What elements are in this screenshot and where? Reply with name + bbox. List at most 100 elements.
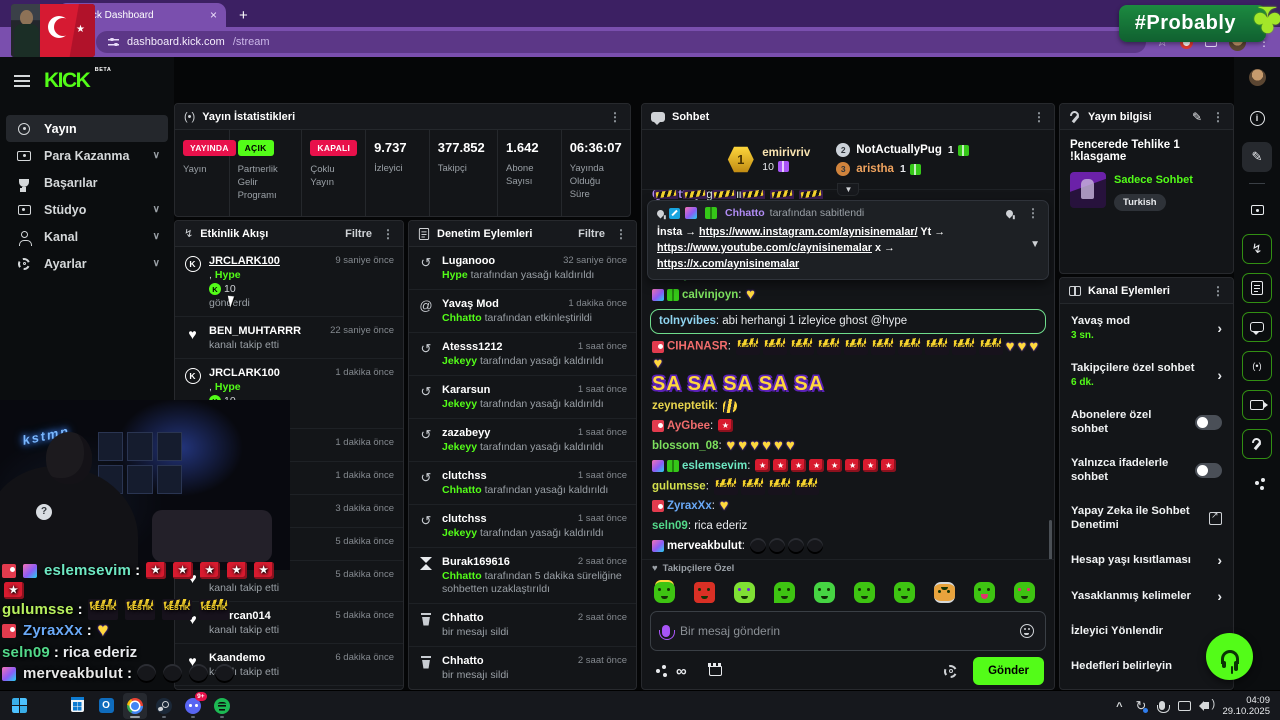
pinned-menu-icon[interactable]: ⋮ [1027,206,1039,220]
leaderboard-rank-1[interactable]: 1 emirivriv 10 [727,146,810,173]
network-tray-icon[interactable] [1178,700,1192,711]
category-thumbnail[interactable] [1070,172,1106,208]
new-tab-button[interactable]: + [239,7,248,24]
infinity-icon[interactable]: ∞ [676,662,687,680]
moderation-username[interactable]: Yavaş Mod [442,298,499,310]
moderation-item[interactable]: ↺ clutchss 1 saat önce Jekeyy tarafından ya… [409,505,636,548]
activity-menu-icon[interactable]: ⋮ [382,226,394,241]
gift-leaderboard[interactable]: 1 emirivriv 10 2 NotActuallyPug 1 3 aristha 1 ▼ [642,130,1054,196]
sidebar-item-ayarlar[interactable]: Ayarlar ∨ [6,250,168,277]
rage-emote[interactable] [694,581,715,603]
party-emote[interactable] [814,581,835,603]
sidebar-item-yayın[interactable]: Yayın [6,115,168,142]
taskbar-outlook-icon[interactable]: O [94,693,118,719]
chat-username[interactable]: CIHANASR [667,340,728,353]
emoji-picker-icon[interactable] [1020,624,1034,638]
chat-username[interactable]: calvinjoyn [682,289,739,302]
moderation-username[interactable]: Chhatto [442,655,484,667]
chat-message[interactable]: CIHANASR: KESTİK KESTİK KESTİK KESTİK KESTİK… [650,337,1046,397]
moderation-item[interactable]: @ Yavaş Mod 1 dakika önce Chhatto tarafında… [409,290,636,333]
chat-message[interactable]: tolnyvibes: abi herhangi 1 izleyice ghos… [650,308,1046,334]
toggle-switch[interactable] [1195,462,1222,478]
moderation-item[interactable]: ↺ Kararsun 1 saat önce Jekeyy tarafından ya… [409,376,636,419]
halo-emote[interactable] [654,581,675,603]
activity-item[interactable]: ♥ BEN_MUHTARRR 22 saniye önce kanalı takip … [175,317,403,359]
rail-notes-icon[interactable] [1242,273,1272,303]
activity-username[interactable]: Kaandemo [209,652,266,664]
sidebar-item-kanal[interactable]: Kanal ∨ [6,223,168,250]
rail-bolt-icon[interactable]: ↯ [1242,234,1272,264]
edit-stream-info-icon[interactable]: ✎ [1191,109,1202,124]
channel-action-i-zleyici-y-nlendir[interactable]: İzleyici Yönlendir [1060,614,1233,648]
activity-item[interactable]: ♥ 5 dakika önce kanalı takip etti [175,561,403,602]
site-settings-icon[interactable] [108,37,119,47]
chat-username[interactable]: gulumsse [652,480,706,493]
taskbar-store-icon[interactable] [65,693,89,719]
chat-username[interactable]: blossom_08 [652,439,719,452]
chat-message[interactable]: calvinjoyn: ♥ [650,286,1046,306]
rail-more-dots-icon[interactable] [1242,468,1272,498]
smile-emote[interactable] [854,581,875,603]
chat-message[interactable]: ZyraxXx: ♥ [650,497,1046,517]
language-tag[interactable]: Turkish [1114,194,1166,211]
chat-message[interactable]: AyGbee: ★ [650,416,1046,436]
shop-icon[interactable] [707,663,723,676]
rail-info-icon[interactable]: i [1242,103,1272,133]
moderation-item[interactable]: ↺ Luganooo 32 saniye önce Hype tarafından y… [409,247,636,290]
rail-tools-icon[interactable] [1242,429,1272,459]
pinned-by-username[interactable]: Chhatto [725,207,765,219]
microphone-tray-icon[interactable] [1156,701,1170,713]
tray-expand-icon[interactable]: ^ [1116,700,1123,713]
moderation-item[interactable]: Chhatto 2 saat önce bir mesajı sildi [409,647,636,689]
leaderboard-expand-icon[interactable]: ▼ [837,183,859,196]
heartEyes-emote[interactable] [1014,581,1035,603]
rail-broadcast-icon[interactable]: (•) [1242,351,1272,381]
activity-item[interactable]: K JRCLARK100 9 saniye önce, Hype K 10 gönderd… [175,247,403,317]
pinned-link[interactable]: https://www.instagram.com/aynisinemalar/ [699,226,918,238]
microphone-icon[interactable] [659,625,675,640]
chat-message[interactable]: eslemsevim: ★ ★ ★ ★ ★ ★ ★ ★ [650,456,1046,476]
toggle-switch[interactable] [1195,414,1222,430]
pinned-collapse-icon[interactable]: ▼ [1030,239,1040,250]
moderation-item[interactable]: ↺ Atesss1212 1 saat önce Jekeyy tarafından … [409,333,636,376]
activity-item[interactable]: ♥ 1 dakika önce [175,462,403,495]
url-bar[interactable]: dashboard.kick.com/stream [96,31,1147,53]
pinned-message[interactable]: Chhatto tarafından sabitlendi ⋮ İnsta → … [647,200,1049,280]
channel-action-yapay-zeka-ile-sohbet-denetimi[interactable]: Yapay Zeka ile Sohbet Denetimi [1060,494,1233,542]
rail-chat-icon[interactable] [1242,312,1272,342]
chat-message[interactable]: blossom_08: ♥ ♥ ♥ ♥ ♥ ♥ [652,436,795,454]
chat-message[interactable]: seln09: rica ederiz [652,520,748,533]
channel-action-yaln-zca-ifadelerle-sohbet[interactable]: Yalnızca ifadelerle sohbet [1060,446,1233,494]
pinned-link[interactable]: https://www.youtube.com/c/aynisinemalar [657,242,872,254]
pinned-link[interactable]: https://x.com/aynisinemalar [657,258,800,270]
rail-clips-icon[interactable] [1242,390,1272,420]
activity-item[interactable]: ♥ Emircan014 5 dakika önce kanalı takip ett… [175,602,403,644]
moderation-username[interactable]: Luganooo [442,255,496,267]
tongue-emote[interactable] [974,581,995,603]
moderation-username[interactable]: Kararsun [442,384,491,396]
taskbar-start-icon[interactable] [7,693,31,719]
chat-message[interactable]: gulumsse: KESTİK KESTİK KESTİK KESTİK [650,476,1046,497]
activity-item[interactable]: ♥ Kaandemo 6 dakika önce kanalı takip etti [175,644,403,686]
stats-menu-icon[interactable]: ⋮ [609,109,621,124]
volume-tray-icon[interactable] [1199,698,1215,711]
burger-emote[interactable] [934,581,955,603]
support-chat-button[interactable] [1206,633,1253,680]
moderation-filter-button[interactable]: Filtre [578,227,605,240]
chat-username[interactable]: eslemsevim [682,459,748,472]
activity-item[interactable]: ♥ 3 dakika önce [175,495,403,528]
activity-item[interactable]: ♥ 1 dakika önce [175,429,403,462]
chat-username[interactable]: tolnyvibes [659,314,716,327]
chat-input[interactable] [680,624,1010,638]
taskbar-discord-icon[interactable]: 9+ [181,691,207,719]
kick-logo[interactable]: KICK BETA [44,67,112,92]
zombie-emote[interactable] [734,581,755,603]
send-button[interactable]: Gönder [973,657,1044,685]
activity-item[interactable]: K JRCLARK100 1 dakika önce, Hype K 10 gönderd… [175,359,403,429]
moderation-item[interactable]: ↺ clutchss 1 saat önce Chhatto tarafından y… [409,462,636,505]
taskbar-explorer-icon[interactable] [36,693,60,719]
channel-actions-menu-icon[interactable]: ⋮ [1212,283,1224,298]
taskbar-steam-icon[interactable] [152,693,176,719]
chat-settings-icon[interactable] [944,664,958,678]
